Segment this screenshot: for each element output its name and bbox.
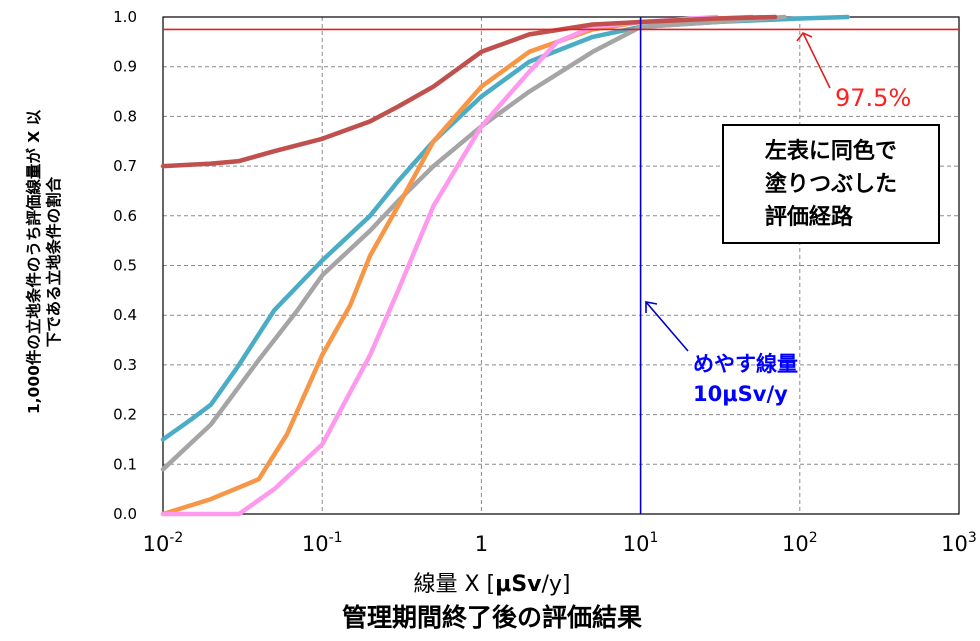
y-tick-label: 0.5 xyxy=(113,257,137,275)
reference-lines xyxy=(163,17,959,514)
series-line-2 xyxy=(160,14,787,472)
series-line-5 xyxy=(160,14,778,169)
percentile-label: 97.5% xyxy=(835,84,912,112)
y-tick-label: 1.0 xyxy=(113,8,137,26)
series-line-4 xyxy=(160,14,719,517)
y-tick-label: 0.8 xyxy=(113,107,137,125)
x-tick-label: 103 xyxy=(941,530,977,556)
guide-arrowhead xyxy=(645,301,658,313)
chart-title: 管理期間終了後の評価結果 xyxy=(341,603,642,632)
x-axis-title: 線量 X [μSv/y] xyxy=(327,566,657,598)
x-tick-label: 102 xyxy=(782,530,818,556)
percentile-arrowhead xyxy=(796,32,813,42)
y-tick-label: 0.2 xyxy=(113,406,137,424)
x-tick-label: 101 xyxy=(623,530,659,556)
y-axis-title-line-2: 下である立地条件の割合 xyxy=(45,176,63,348)
legend-note-line-1: 左表に同色で xyxy=(764,138,897,164)
guide-arrow xyxy=(645,301,689,352)
y-axis: 0.0 0.1 0.2 0.3 0.4 0.5 0.6 0.7 0.8 0.9 1.0 xyxy=(113,8,137,523)
x-axis: 10-2 10-1 1 101 102 103 xyxy=(143,530,977,556)
y-tick-label: 0.6 xyxy=(113,207,137,225)
guide-dose-label: めやす線量 10μSv/y xyxy=(693,349,798,409)
y-tick-label: 0.7 xyxy=(113,157,137,175)
annotation-arrows xyxy=(645,32,831,352)
percentile-arrow xyxy=(802,32,831,89)
x-tick-label: 10-1 xyxy=(302,530,343,556)
legend-note-box: 左表に同色で 塗りつぶした 評価経路 xyxy=(722,124,940,244)
y-tick-label: 0.9 xyxy=(113,58,137,76)
y-tick-label: 0.0 xyxy=(113,505,137,523)
x-axis-title-suffix: /y] xyxy=(541,572,571,597)
guide-dose-label-line-1: めやす線量 xyxy=(693,352,798,376)
y-tick-label: 0.3 xyxy=(113,356,137,374)
x-axis-title-prefix: 線量 X [ xyxy=(413,572,496,597)
y-axis-title-line-1: 1,000件の立地条件のうち評価線量が X 以 xyxy=(25,109,43,415)
x-tick-label: 1 xyxy=(475,532,488,556)
y-tick-label: 0.1 xyxy=(113,455,137,473)
y-tick-label: 0.4 xyxy=(113,306,137,324)
legend-note-line-2: 塗りつぶした xyxy=(764,171,898,197)
guide-dose-label-line-2: 10μSv/y xyxy=(693,382,788,406)
plot-area-frame xyxy=(162,16,960,515)
series-group xyxy=(160,14,850,517)
x-axis-title-unit: μSv xyxy=(495,572,542,597)
legend-note-line-3: 評価経路 xyxy=(764,204,853,230)
x-tick-label: 10-2 xyxy=(143,530,184,556)
